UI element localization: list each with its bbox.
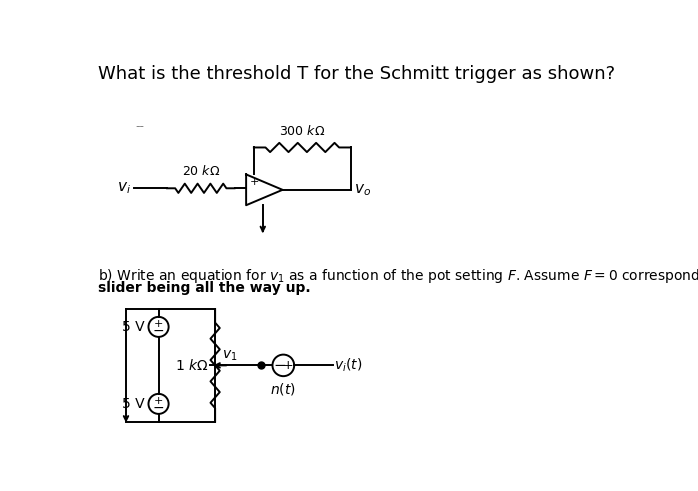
Circle shape bbox=[149, 394, 169, 414]
Text: +: + bbox=[154, 396, 163, 406]
Text: --: -- bbox=[135, 120, 144, 134]
Text: −: − bbox=[153, 324, 164, 338]
Text: $20\ k\Omega$: $20\ k\Omega$ bbox=[182, 164, 221, 178]
Text: −: − bbox=[273, 358, 285, 373]
Circle shape bbox=[272, 355, 294, 376]
Text: slider being all the way up.: slider being all the way up. bbox=[98, 281, 311, 295]
Text: $v_i(t)$: $v_i(t)$ bbox=[334, 356, 363, 374]
Text: +: + bbox=[283, 359, 293, 372]
Text: b) Write an equation for $v_1$ as a function of the pot setting $F$. Assume $F =: b) Write an equation for $v_1$ as a func… bbox=[98, 267, 698, 285]
Text: $300\ k\Omega$: $300\ k\Omega$ bbox=[279, 124, 325, 138]
Text: $v_1$: $v_1$ bbox=[222, 349, 237, 363]
Text: $v_i$: $v_i$ bbox=[117, 180, 131, 196]
Text: 5 V: 5 V bbox=[122, 397, 144, 411]
Text: 5 V: 5 V bbox=[122, 320, 144, 334]
Text: $1\ k\Omega$: $1\ k\Omega$ bbox=[175, 358, 209, 373]
Text: +: + bbox=[154, 319, 163, 329]
Text: +: + bbox=[250, 177, 260, 187]
Text: $n(t)$: $n(t)$ bbox=[270, 381, 296, 397]
Text: $v_o$: $v_o$ bbox=[354, 182, 371, 198]
Text: −: − bbox=[153, 401, 164, 415]
Circle shape bbox=[149, 317, 169, 337]
Text: What is the threshold T for the Schmitt trigger as shown?: What is the threshold T for the Schmitt … bbox=[98, 65, 615, 83]
